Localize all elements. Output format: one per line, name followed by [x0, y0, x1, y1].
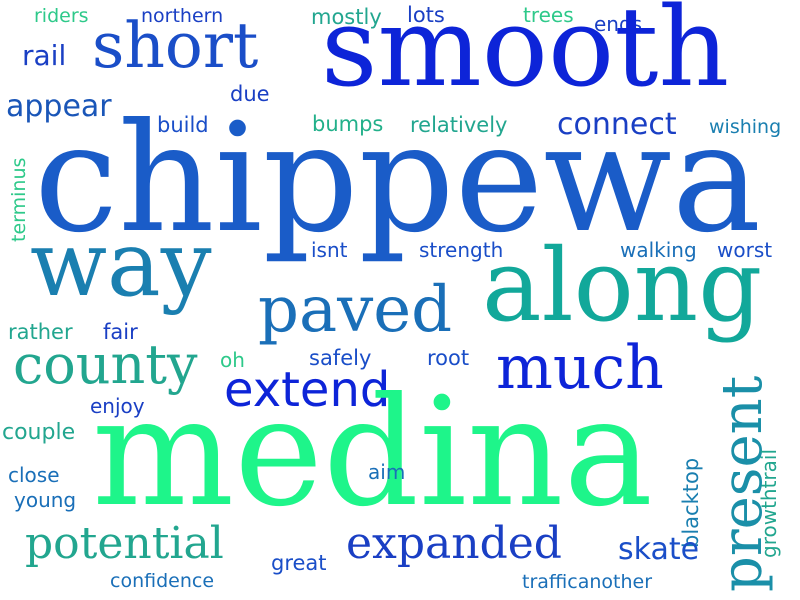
word-rather: rather [8, 320, 73, 344]
word-bumps: bumps [312, 112, 384, 136]
word-way: way [30, 212, 212, 317]
word-couple: couple [2, 420, 76, 445]
word-safely: safely [309, 346, 372, 370]
word-rail: rail [22, 39, 67, 72]
word-short: short [92, 9, 259, 82]
word-much: much [496, 333, 664, 403]
word-aim: aim [368, 460, 406, 484]
word-young: young [14, 488, 77, 512]
word-walking: walking [620, 238, 697, 262]
word-ends: ends [594, 12, 643, 36]
word-along: along [482, 227, 763, 344]
word-connect: connect [557, 107, 677, 142]
word-county: county [13, 333, 198, 396]
word-lots: lots [407, 3, 445, 27]
word-confidence: confidence [110, 570, 215, 592]
word-build: build [157, 113, 209, 137]
word-wishing: wishing [709, 116, 782, 138]
word-medina: medina [92, 366, 654, 540]
word-root: root [427, 346, 470, 370]
word-worst: worst [717, 238, 773, 262]
word-paved: paved [258, 273, 453, 347]
word-mostly: mostly [311, 5, 382, 29]
word-smooth: smooth [321, 0, 730, 111]
word-oh: oh [220, 348, 245, 372]
word-chippewa: chippewa [34, 92, 762, 266]
word-fair: fair [103, 320, 138, 344]
word-terminus: terminus [8, 157, 30, 242]
word-potential: potential [25, 518, 224, 569]
word-enjoy: enjoy [90, 394, 145, 418]
word-riders: riders [34, 5, 89, 27]
word-due: due [230, 82, 270, 106]
word-strength: strength [419, 238, 504, 262]
word-isnt: isnt [311, 238, 348, 262]
word-appear: appear [6, 89, 112, 124]
word-close: close [8, 463, 60, 487]
word-growthtrail: growthtrail [757, 448, 781, 558]
word-extend: extend [224, 362, 391, 418]
word-trees: trees [523, 3, 574, 27]
word-northern: northern [141, 5, 224, 27]
word-skate: skate [618, 532, 700, 567]
word-expanded: expanded [346, 518, 562, 569]
word-great: great [271, 551, 327, 575]
word-trafficanother: trafficanother [522, 571, 653, 593]
word-relatively: relatively [410, 113, 508, 137]
